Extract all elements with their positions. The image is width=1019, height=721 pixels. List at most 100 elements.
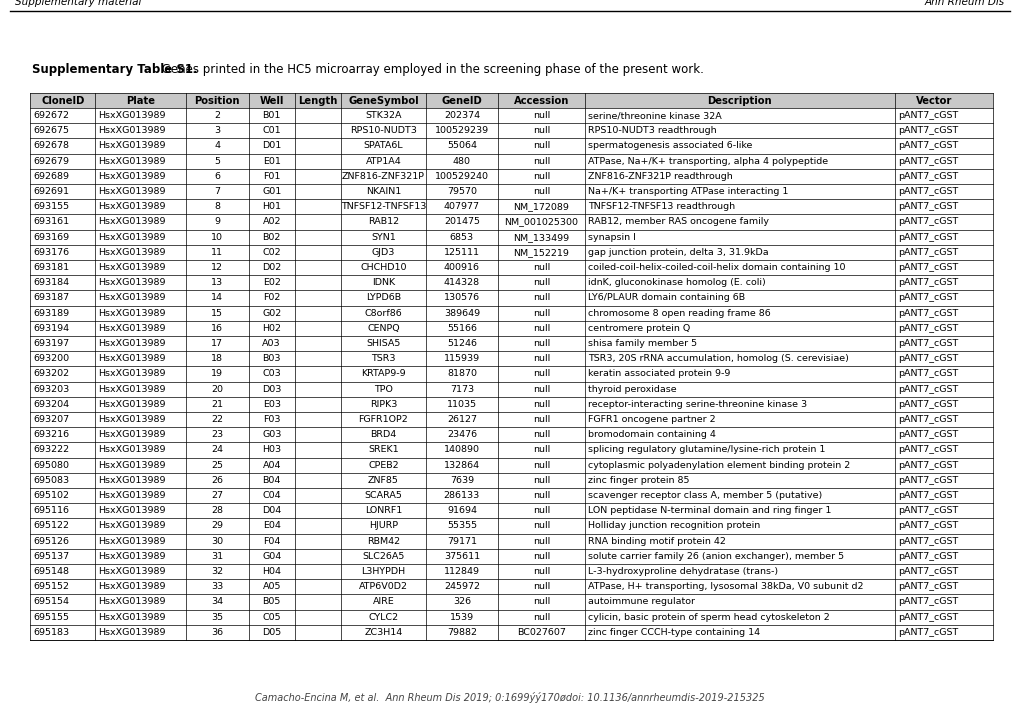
Text: 8: 8 xyxy=(214,203,220,211)
Text: TNFSF12-TNFSF13 readthrough: TNFSF12-TNFSF13 readthrough xyxy=(587,203,734,211)
Text: pANT7_cGST: pANT7_cGST xyxy=(897,400,957,409)
Text: 695083: 695083 xyxy=(33,476,69,485)
Text: E01: E01 xyxy=(263,156,280,166)
Bar xyxy=(30,93,993,108)
Text: D01: D01 xyxy=(262,141,281,151)
Text: LON peptidase N-terminal domain and ring finger 1: LON peptidase N-terminal domain and ring… xyxy=(587,506,830,516)
Text: null: null xyxy=(532,506,549,516)
Text: 7: 7 xyxy=(214,187,220,196)
Bar xyxy=(30,291,993,306)
Bar xyxy=(30,579,993,594)
Text: Camacho-Encina M, et al.  Ann Rheum Dis 2019; 0:1699ýý170ødoi: 10.1136/annrheumd: Camacho-Encina M, et al. Ann Rheum Dis 2… xyxy=(255,692,764,703)
Text: 414328: 414328 xyxy=(443,278,480,287)
Bar xyxy=(30,321,993,336)
Text: 125111: 125111 xyxy=(443,248,479,257)
Bar xyxy=(30,534,993,549)
Text: 27: 27 xyxy=(211,491,223,500)
Text: pANT7_cGST: pANT7_cGST xyxy=(897,203,957,211)
Text: spermatogenesis associated 6-like: spermatogenesis associated 6-like xyxy=(587,141,751,151)
Text: SYN1: SYN1 xyxy=(371,233,395,242)
Text: null: null xyxy=(532,141,549,151)
Text: 32: 32 xyxy=(211,567,223,576)
Text: cytoplasmic polyadenylation element binding protein 2: cytoplasmic polyadenylation element bind… xyxy=(587,461,849,469)
Text: TPO: TPO xyxy=(374,385,392,394)
Text: null: null xyxy=(532,598,549,606)
Text: 17: 17 xyxy=(211,339,223,348)
Text: zinc finger protein 85: zinc finger protein 85 xyxy=(587,476,689,485)
Bar xyxy=(30,260,993,275)
Text: 22: 22 xyxy=(211,415,223,424)
Text: 11: 11 xyxy=(211,248,223,257)
Text: NM_152219: NM_152219 xyxy=(513,248,569,257)
Text: C8orf86: C8orf86 xyxy=(364,309,401,318)
Text: 695080: 695080 xyxy=(33,461,69,469)
Text: 692689: 692689 xyxy=(33,172,69,181)
Text: GeneSymbol: GeneSymbol xyxy=(347,95,419,105)
Bar xyxy=(30,443,993,458)
Bar xyxy=(30,108,993,123)
Text: HsxXG013989: HsxXG013989 xyxy=(99,430,166,439)
Text: pANT7_cGST: pANT7_cGST xyxy=(897,430,957,439)
Text: coiled-coil-helix-coiled-coil-helix domain containing 10: coiled-coil-helix-coiled-coil-helix doma… xyxy=(587,263,845,272)
Text: 130576: 130576 xyxy=(443,293,480,303)
Text: pANT7_cGST: pANT7_cGST xyxy=(897,369,957,379)
Bar xyxy=(30,488,993,503)
Text: 695154: 695154 xyxy=(33,598,69,606)
Text: scavenger receptor class A, member 5 (putative): scavenger receptor class A, member 5 (pu… xyxy=(587,491,821,500)
Text: 91694: 91694 xyxy=(446,506,477,516)
Text: pANT7_cGST: pANT7_cGST xyxy=(897,628,957,637)
Text: 480: 480 xyxy=(452,156,471,166)
Text: HsxXG013989: HsxXG013989 xyxy=(99,218,166,226)
Text: 286133: 286133 xyxy=(443,491,480,500)
Text: 7173: 7173 xyxy=(449,385,474,394)
Text: A03: A03 xyxy=(262,339,281,348)
Text: chromosome 8 open reading frame 86: chromosome 8 open reading frame 86 xyxy=(587,309,769,318)
Text: 693200: 693200 xyxy=(33,354,69,363)
Text: solute carrier family 26 (anion exchanger), member 5: solute carrier family 26 (anion exchange… xyxy=(587,552,843,561)
Text: HsxXG013989: HsxXG013989 xyxy=(99,203,166,211)
Text: null: null xyxy=(532,278,549,287)
Text: L3HYPDH: L3HYPDH xyxy=(361,567,406,576)
Text: zinc finger CCCH-type containing 14: zinc finger CCCH-type containing 14 xyxy=(587,628,759,637)
Text: HsxXG013989: HsxXG013989 xyxy=(99,248,166,257)
Text: 693176: 693176 xyxy=(33,248,69,257)
Text: 35: 35 xyxy=(211,613,223,622)
Bar xyxy=(30,169,993,184)
Bar xyxy=(30,428,993,443)
Text: HsxXG013989: HsxXG013989 xyxy=(99,491,166,500)
Text: E04: E04 xyxy=(263,521,280,531)
Text: thyroid peroxidase: thyroid peroxidase xyxy=(587,385,676,394)
Text: 140890: 140890 xyxy=(443,446,479,454)
Text: HsxXG013989: HsxXG013989 xyxy=(99,536,166,546)
Text: pANT7_cGST: pANT7_cGST xyxy=(897,552,957,561)
Text: 11035: 11035 xyxy=(446,400,477,409)
Text: pANT7_cGST: pANT7_cGST xyxy=(897,172,957,181)
Text: 693184: 693184 xyxy=(33,278,69,287)
Text: SLC26A5: SLC26A5 xyxy=(362,552,405,561)
Text: 15: 15 xyxy=(211,309,223,318)
Bar xyxy=(30,351,993,366)
Text: 18: 18 xyxy=(211,354,223,363)
Text: G02: G02 xyxy=(262,309,281,318)
Text: CYLC2: CYLC2 xyxy=(368,613,398,622)
Text: ZNF816-ZNF321P: ZNF816-ZNF321P xyxy=(341,172,425,181)
Bar xyxy=(30,138,993,154)
Text: pANT7_cGST: pANT7_cGST xyxy=(897,126,957,136)
Text: pANT7_cGST: pANT7_cGST xyxy=(897,218,957,226)
Text: serine/threonine kinase 32A: serine/threonine kinase 32A xyxy=(587,111,720,120)
Text: H03: H03 xyxy=(262,446,281,454)
Text: null: null xyxy=(532,415,549,424)
Text: 693204: 693204 xyxy=(33,400,69,409)
Text: pANT7_cGST: pANT7_cGST xyxy=(897,583,957,591)
Text: pANT7_cGST: pANT7_cGST xyxy=(897,141,957,151)
Text: F02: F02 xyxy=(263,293,280,303)
Text: G03: G03 xyxy=(262,430,281,439)
Text: Vector: Vector xyxy=(915,95,952,105)
Text: 25: 25 xyxy=(211,461,223,469)
Text: SCARA5: SCARA5 xyxy=(364,491,401,500)
Text: 24: 24 xyxy=(211,446,223,454)
Text: 79171: 79171 xyxy=(446,536,477,546)
Text: HsxXG013989: HsxXG013989 xyxy=(99,583,166,591)
Text: F04: F04 xyxy=(263,536,280,546)
Bar xyxy=(30,473,993,488)
